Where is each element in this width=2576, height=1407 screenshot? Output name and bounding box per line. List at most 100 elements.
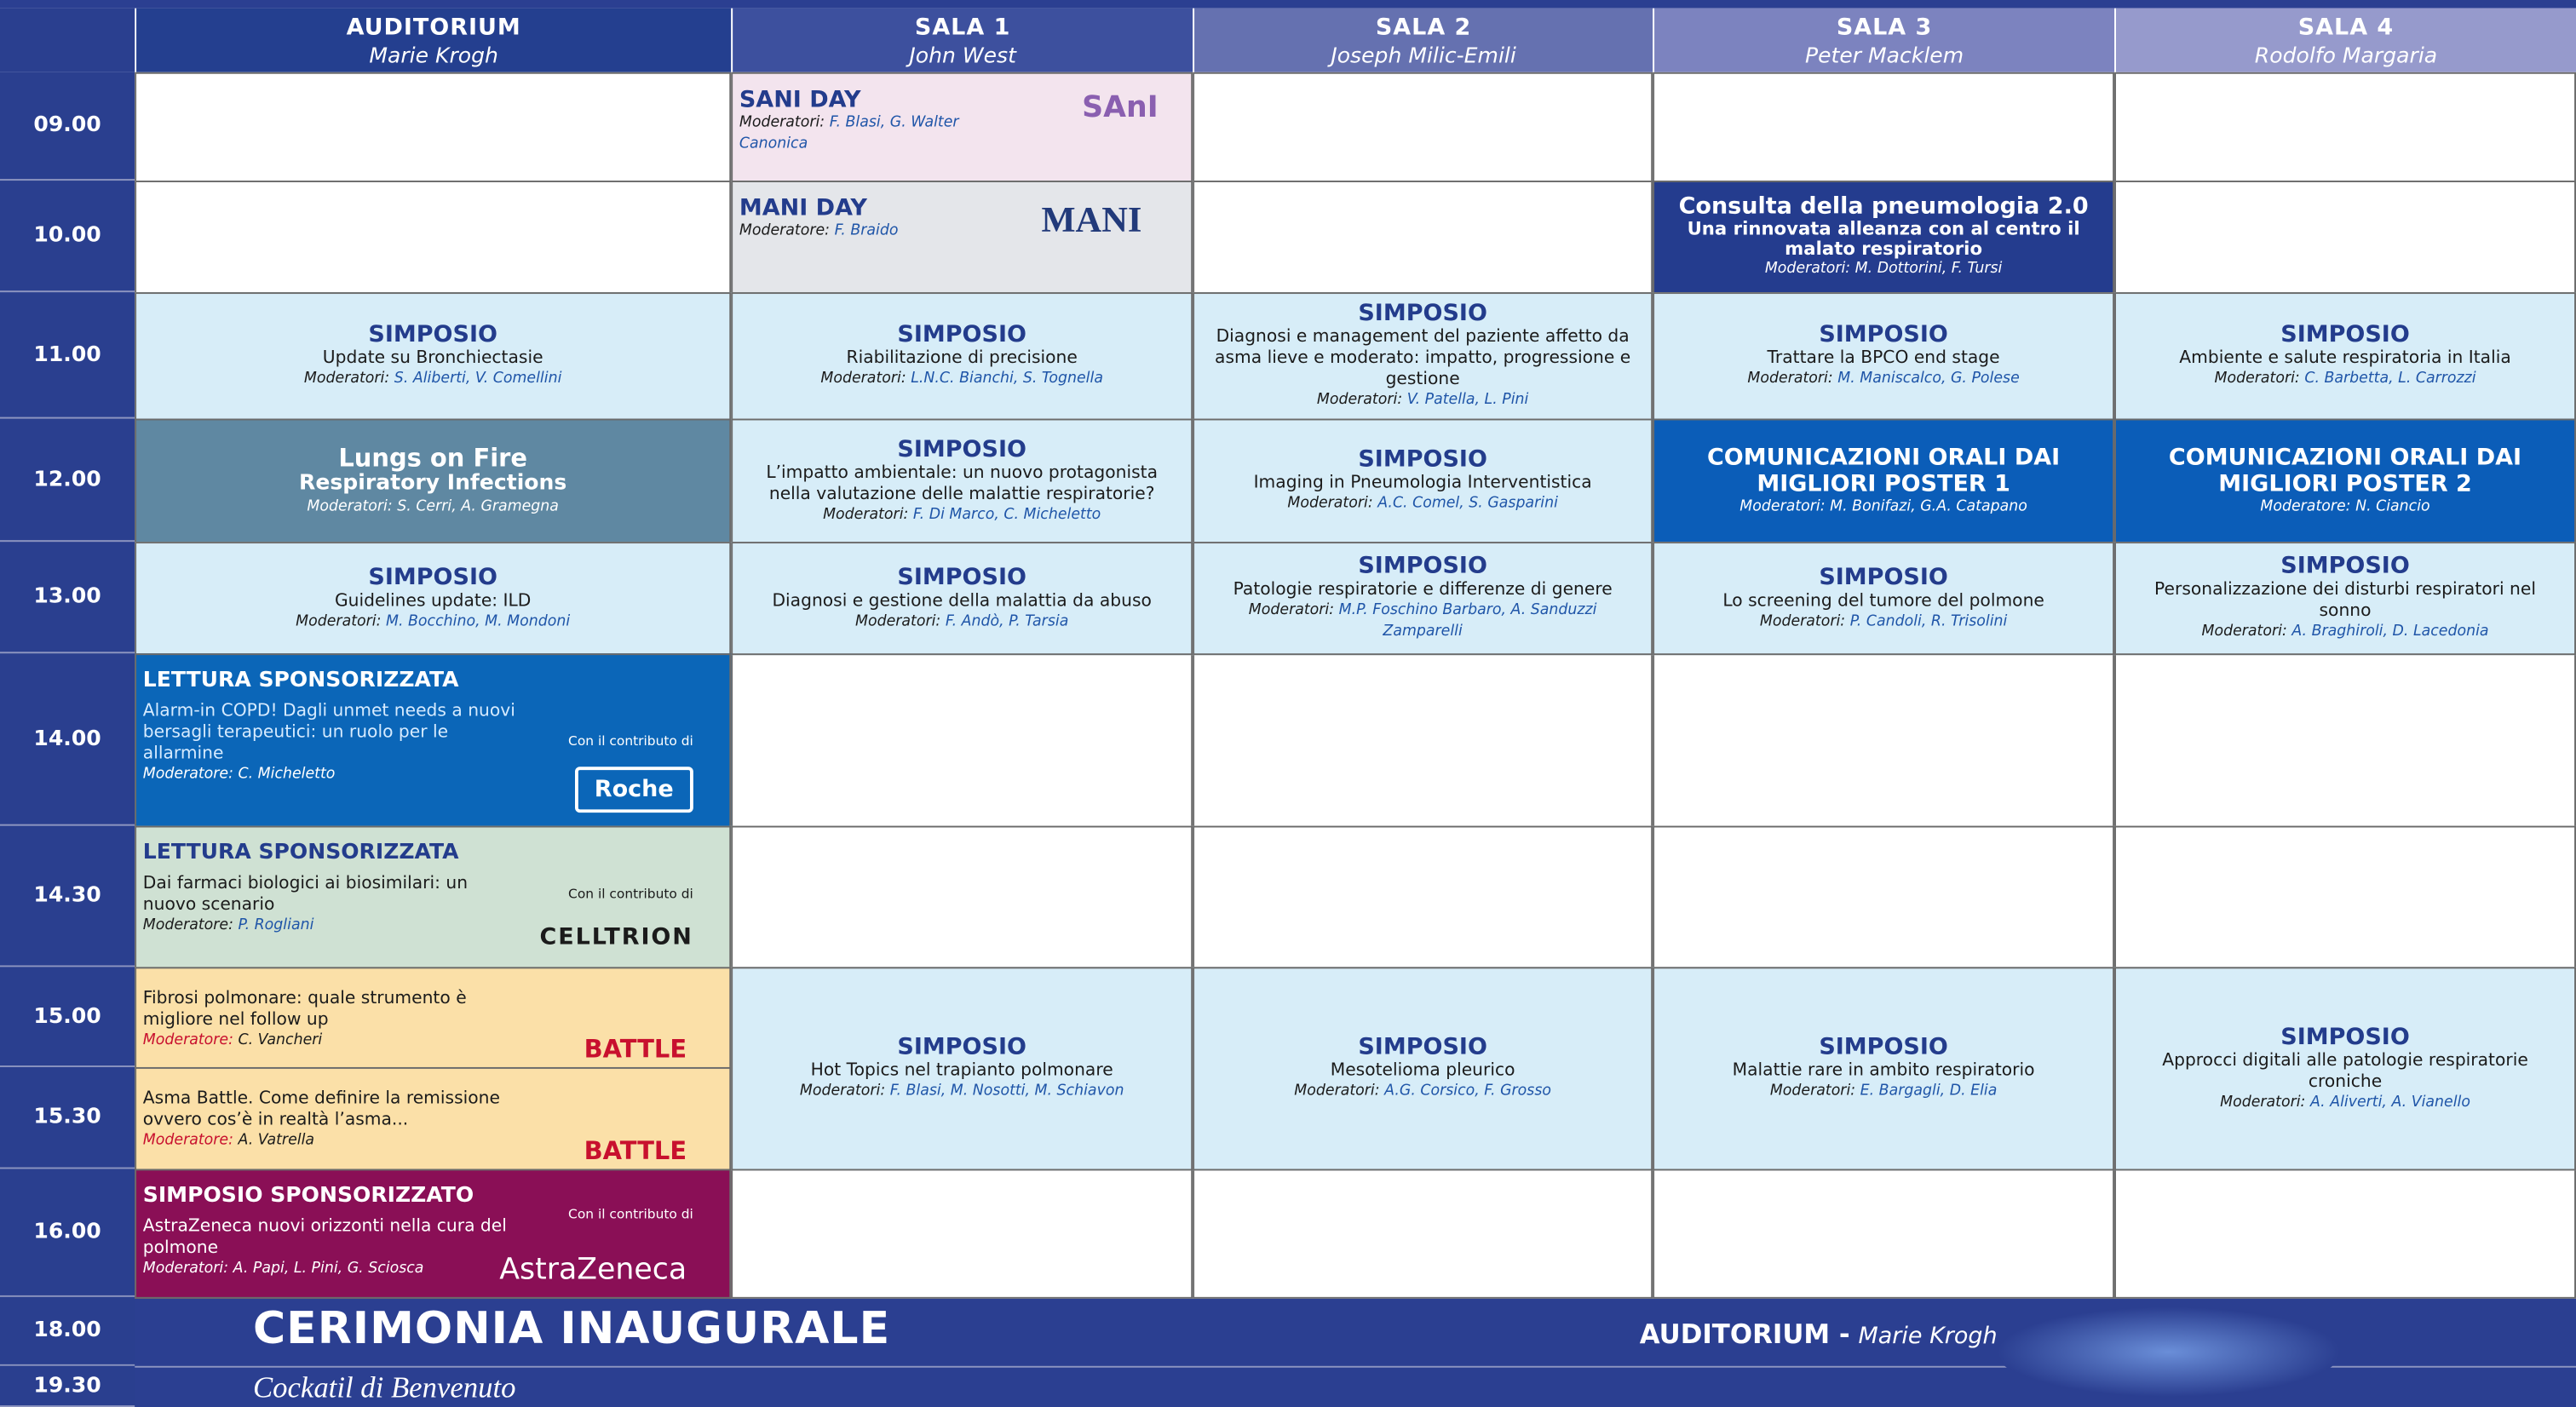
session-subtitle: Respiratory Infections [299, 470, 567, 496]
moderators: Moderatore: F. Braido [739, 221, 899, 243]
moderators: Moderatori: M. Dottorini, F. Tursi [1765, 260, 2003, 281]
room-chair: Peter Macklem [1804, 44, 1964, 69]
moderator-label: Moderatore: [142, 1032, 233, 1049]
sponsor-note: Con il contributo di [568, 733, 693, 749]
session: Consulta della pneumologia 2.0 Una rinnov… [1653, 181, 2115, 295]
moderator-names: F. Braido [834, 223, 899, 240]
session: SIMPOSIO Guidelines update: ILD Moderatori… [135, 542, 732, 656]
session: SIMPOSIO Mesotelioma pleurico Moderatori: … [1193, 967, 1653, 1171]
moderators: Moderatori: M. Bonifazi, G.A. Catapano [1739, 497, 2027, 518]
moderators: Moderatori: E. Bargagli, D. Elia [1770, 1082, 1998, 1103]
moderator-names: V. Patella, L. Pini [1406, 392, 1529, 409]
moderator-names: M.P. Foschino Barbaro, A. Sanduzzi Zampa… [1338, 602, 1597, 640]
empty-cell [2114, 72, 2576, 182]
moderator-label: Moderatori: [1287, 496, 1373, 513]
session: SIMPOSIO Malattie rare in ambito respirat… [1653, 967, 2115, 1171]
moderator-names: E. Bargagli, D. Elia [1860, 1083, 1998, 1100]
ceremony-title: CERIMONIA INAUGURALE [252, 1303, 891, 1355]
sponsor-logo: SAnI [1082, 90, 1159, 125]
moderator-names: C. Barbetta, L. Carrozzi [2304, 370, 2476, 388]
moderator-label: Moderatori: [303, 370, 390, 388]
moderator-names: A. Papi, L. Pini, G. Sciosca [233, 1261, 424, 1278]
moderator-names: M. Bocchino, M. Mondoni [386, 612, 571, 630]
moderators: Moderatori: M. Maniscalco, G. Polese [1747, 370, 2019, 391]
session-label: SIMPOSIO [897, 1034, 1026, 1061]
top-strip [0, 0, 2576, 9]
moderators: Moderatori: M.P. Foschino Barbaro, A. Sa… [1207, 601, 1637, 644]
ceremony-venue: AUDITORIUM - Marie Krogh [1640, 1318, 1998, 1350]
moderator-label: Moderatori: [2220, 1094, 2306, 1111]
session-text: Personalizzazione dei disturbi respirato… [2154, 579, 2536, 621]
session-text: Alarm-in COPD! Dagli unmet needs a nuovi… [142, 701, 515, 764]
session-label: SIMPOSIO [897, 321, 1026, 348]
moderators: Moderatore: C. Micheletto [143, 765, 336, 786]
empty-cell [2114, 653, 2576, 828]
empty-cell [2114, 1169, 2576, 1299]
session-label: SIMPOSIO [368, 564, 497, 590]
session-text: Trattare la BPCO end stage [1767, 347, 2000, 368]
moderators: Moderatori: A. Papi, L. Pini, G. Sciosca [143, 1260, 424, 1281]
moderator-names: M. Maniscalco, G. Polese [1837, 370, 2020, 388]
moderator-names: A. Vatrella [238, 1133, 315, 1150]
session: COMUNICAZIONI ORALI DAI MIGLIORI POSTER … [2114, 418, 2576, 544]
session-title: Consulta della pneumologia 2.0 [1678, 193, 2089, 221]
session-title: COMUNICAZIONI ORALI DAI MIGLIORI POSTER … [2168, 444, 2522, 497]
session-label: SIMPOSIO [2280, 1023, 2410, 1050]
footer-band: CERIMONIA INAUGURALE AUDITORIUM - Marie … [0, 1296, 2576, 1407]
moderators: Moderatore: P. Rogliani [143, 916, 314, 938]
session: SIMPOSIO Update su Bronchiectasie Moderato… [135, 292, 732, 421]
session-text: Riabilitazione di precisione [846, 347, 1078, 368]
moderator-label: Moderatori: [1294, 1083, 1380, 1100]
room-name: SALA 3 [1836, 14, 1933, 42]
empty-cell [1193, 825, 1653, 969]
moderator-label: Moderatori: [2201, 623, 2287, 640]
venue-chair: Marie Krogh [1858, 1323, 1998, 1350]
time-label: 18.00 [0, 1296, 135, 1366]
time-label: 13.00 [0, 542, 135, 654]
sponsor-logo: BATTLE [584, 1135, 687, 1166]
session: LETTURA SPONSORIZZATA Alarm-in COPD! Dagl… [135, 653, 732, 828]
session-text: Hot Topics nel trapianto polmonare [810, 1060, 1113, 1081]
moderators: Moderatori: A. Braghiroli, D. Lacedonia [2201, 623, 2488, 644]
session: SIMPOSIO Ambiente e salute respiratoria i… [2114, 292, 2576, 421]
session: SIMPOSIO Trattare la BPCO end stage Modera… [1653, 292, 2115, 421]
session-label: SIMPOSIO [897, 564, 1026, 590]
session-label: SIMPOSIO [2280, 321, 2410, 348]
room-header: SALA 1 John West [731, 8, 1193, 72]
moderators: Moderatori: M. Bocchino, M. Mondoni [296, 612, 570, 633]
moderator-label: Moderatori: [307, 498, 393, 515]
empty-cell [1653, 72, 2115, 182]
room-name: AUDITORIUM [346, 14, 521, 42]
session-label: SIMPOSIO [1819, 1034, 1948, 1061]
session-label: SIMPOSIO [897, 435, 1026, 462]
moderator-names: F. Blasi, G. Walter Canonica [739, 114, 959, 153]
session: SIMPOSIO SPONSORIZZATO AstraZeneca nuovi … [135, 1169, 732, 1299]
moderator-label: Moderatori: [142, 1261, 229, 1278]
room-name: SALA 2 [1375, 14, 1472, 42]
moderators: Moderatore: A. Vatrella [143, 1131, 314, 1152]
moderator-label: Moderatore: [2260, 498, 2351, 515]
moderator-names: P. Candoli, R. Trisolini [1849, 612, 2008, 630]
moderators: Moderatori: A.G. Corsico, F. Grosso [1294, 1082, 1551, 1103]
room-chair: Joseph Milic-Emili [1331, 44, 1516, 69]
empty-cell [731, 1169, 1193, 1299]
moderator-names: A. Braghiroli, D. Lacedonia [2291, 623, 2489, 640]
session: SIMPOSIO Lo screening del tumore del polm… [1653, 542, 2115, 656]
room-header: SALA 3 Peter Macklem [1653, 8, 2115, 72]
time-label: 15.00 [0, 967, 135, 1067]
moderator-names: A.G. Corsico, F. Grosso [1384, 1083, 1551, 1100]
session: SIMPOSIO Hot Topics nel trapianto polmona… [731, 967, 1193, 1171]
moderator-names: A. Aliverti, A. Vianello [2309, 1094, 2470, 1111]
sponsor-note: Con il contributo di [568, 886, 693, 902]
moderator-names: S. Aliberti, V. Comellini [394, 370, 562, 388]
session-title: COMUNICAZIONI ORALI DAI MIGLIORI POSTER … [1706, 444, 2061, 497]
time-label: 16.00 [0, 1169, 135, 1297]
session: COMUNICAZIONI ORALI DAI MIGLIORI POSTER … [1653, 418, 2115, 544]
session-text: Lo screening del tumore del polmone [1722, 589, 2044, 611]
session: SIMPOSIO Imaging in Pneumologia Intervent… [1193, 418, 1653, 544]
empty-cell [731, 653, 1193, 828]
session-label: SIMPOSIO [1358, 300, 1487, 327]
time-label: 09.00 [0, 72, 135, 181]
moderators: Moderatori: P. Candoli, R. Trisolini [1760, 612, 2007, 633]
